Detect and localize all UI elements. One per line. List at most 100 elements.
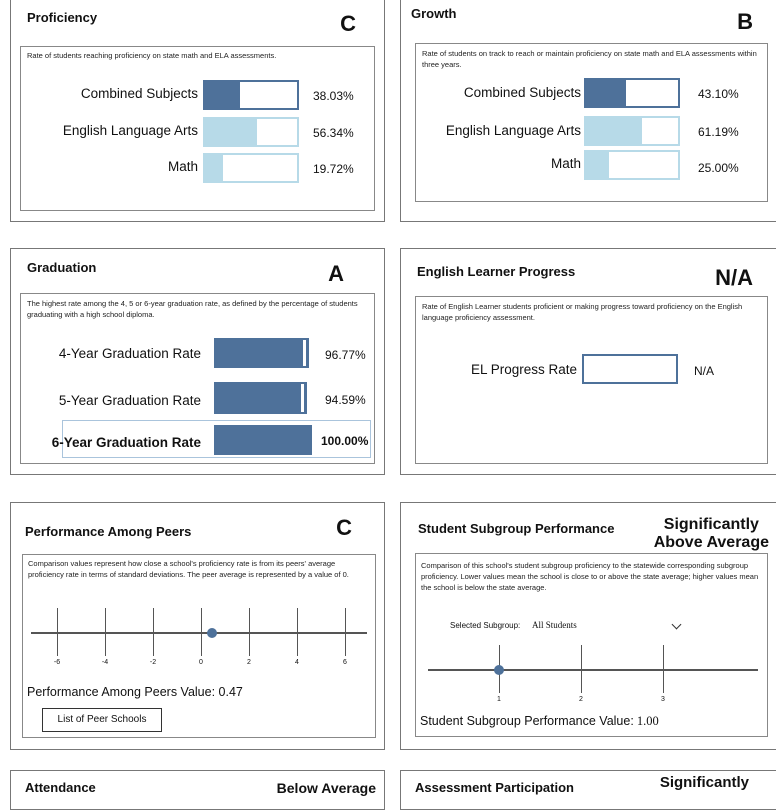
graduation-row-value: 94.59% [325, 393, 366, 407]
assessment-grade: Significantly [659, 774, 749, 791]
proficiency-card: Proficiency C Rate of students reaching … [10, 0, 385, 222]
graduation-row-label: 4-Year Graduation Rate [58, 346, 201, 361]
growth-bar-fill [586, 118, 643, 144]
growth-panel: Rate of students on track to reach or ma… [415, 43, 768, 202]
axis-tick-label: 6 [343, 659, 347, 666]
subgroup-marker [494, 665, 504, 675]
el-progress-value: N/A [694, 364, 715, 378]
peers-title: Performance Among Peers [25, 524, 192, 539]
axis-tick [345, 608, 346, 656]
peers-grade: C [336, 515, 352, 540]
axis-tick-label: -2 [149, 659, 157, 666]
proficiency-description: Rate of students reaching proficiency on… [27, 51, 277, 60]
subgroup-select-label: Selected Subgroup: [450, 621, 521, 630]
graduation-row-value: 100.00% [321, 434, 369, 448]
growth-row-label: English Language Arts [445, 123, 581, 138]
list-of-peer-schools-button[interactable]: List of Peer Schools [42, 708, 162, 732]
peers-value-label: Performance Among Peers Value: [27, 685, 216, 699]
attendance-card: Attendance Below Average [10, 770, 385, 810]
el-progress-card: English Learner Progress N/A Rate of Eng… [400, 248, 776, 475]
el-progress-panel: Rate of English Learner students profici… [415, 296, 768, 464]
proficiency-bar [203, 80, 299, 110]
growth-grade: B [737, 9, 753, 34]
axis-tick-label: -4 [101, 659, 109, 666]
peers-panel: Comparison values represent how close a … [22, 554, 376, 738]
assessment-title: Assessment Participation [415, 780, 574, 795]
graduation-description: The highest rate among the 4, 5 or 6-yea… [27, 299, 358, 319]
subgroup-grade-line1: Significantly [663, 516, 759, 533]
peers-value-line: Performance Among Peers Value: 0.47 [27, 685, 243, 699]
proficiency-bar-fill [205, 155, 224, 181]
graduation-bar [214, 338, 309, 368]
el-progress-label: EL Progress Rate [470, 362, 577, 377]
proficiency-title: Proficiency [27, 10, 98, 25]
graduation-highlight-row [62, 420, 371, 458]
proficiency-row-label: English Language Arts [62, 123, 198, 138]
axis-tick [663, 645, 664, 693]
growth-row-value: 61.19% [698, 125, 739, 139]
axis-tick [581, 645, 582, 693]
proficiency-row-value: 19.72% [313, 162, 354, 176]
graduation-row-label: 6-Year Graduation Rate [51, 435, 201, 450]
attendance-title: Attendance [25, 780, 96, 795]
assessment-card: Assessment Participation Significantly [400, 770, 776, 810]
axis-tick-label: 4 [295, 659, 299, 666]
growth-bar-fill [586, 152, 609, 178]
subgroup-panel: Comparison of this school's student subg… [415, 553, 768, 737]
el-progress-title: English Learner Progress [417, 264, 576, 279]
proficiency-grade: C [340, 11, 356, 36]
growth-title: Growth [411, 6, 457, 21]
subgroup-value-line: Student Subgroup Performance Value: 1.00 [420, 714, 659, 729]
axis-tick-label: 2 [579, 696, 583, 703]
graduation-bar [214, 425, 312, 455]
axis-tick-label: 0 [199, 659, 203, 666]
proficiency-bar-fill [205, 82, 240, 108]
growth-row-value: 43.10% [698, 87, 739, 101]
growth-bar [584, 116, 680, 146]
axis-tick [153, 608, 154, 656]
axis-tick-label: 1 [497, 696, 501, 703]
graduation-bar [214, 382, 307, 414]
subgroup-description: Comparison of this school's student subg… [421, 561, 759, 592]
axis-tick [201, 608, 202, 656]
graduation-row-value: 96.77% [325, 348, 366, 362]
growth-row-value: 25.00% [698, 161, 739, 175]
graduation-row-label: 5-Year Graduation Rate [58, 393, 201, 408]
el-progress-description: Rate of English Learner students profici… [422, 302, 743, 322]
el-progress-bar [582, 354, 678, 384]
peers-axis [31, 632, 367, 634]
axis-tick-label: 3 [661, 696, 665, 703]
peers-description: Comparison values represent how close a … [28, 559, 349, 579]
el-progress-grade: N/A [715, 265, 753, 290]
proficiency-row-value: 38.03% [313, 89, 354, 103]
subgroup-title: Student Subgroup Performance [418, 521, 615, 536]
proficiency-row-label: Combined Subjects [80, 86, 198, 101]
growth-bar [584, 78, 680, 108]
graduation-bar-end-mark [302, 340, 306, 366]
proficiency-bar [203, 153, 299, 183]
attendance-grade: Below Average [276, 780, 376, 796]
subgroup-select[interactable]: All Students [528, 618, 690, 634]
subgroup-axis [428, 669, 758, 671]
axis-tick-label: 2 [247, 659, 251, 666]
graduation-grade: A [328, 261, 344, 286]
subgroup-card: Student Subgroup Performance Significant… [400, 502, 776, 750]
axis-tick-label: -6 [53, 659, 61, 666]
peers-marker [207, 628, 218, 638]
axis-tick [105, 608, 106, 656]
peers-value: 0.47 [218, 685, 243, 699]
proficiency-bar-fill [205, 119, 257, 145]
growth-row-label: Math [550, 156, 581, 171]
axis-tick [249, 608, 250, 656]
proficiency-row-label: Math [167, 159, 198, 174]
subgroup-value-label: Student Subgroup Performance Value: [420, 714, 634, 728]
graduation-bar-end-mark [300, 384, 304, 412]
subgroup-grade-line2: Above Average [653, 534, 769, 551]
axis-tick [57, 608, 58, 656]
subgroup-value: 1.00 [636, 714, 659, 728]
growth-row-label: Combined Subjects [463, 85, 581, 100]
chevron-down-icon[interactable] [671, 619, 682, 630]
proficiency-row-value: 56.34% [313, 126, 354, 140]
proficiency-bar [203, 117, 299, 147]
proficiency-panel: Rate of students reaching proficiency on… [20, 46, 375, 211]
